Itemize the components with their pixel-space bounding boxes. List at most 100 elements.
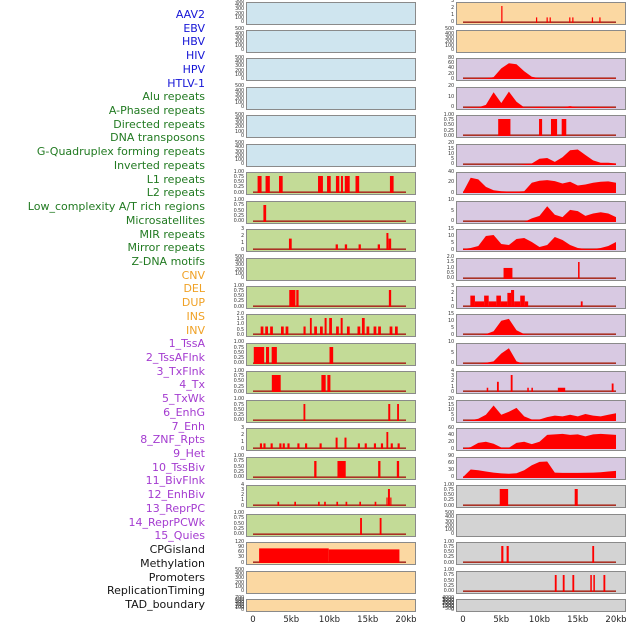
data-bar	[389, 176, 394, 194]
y-tick-label: 3	[451, 0, 454, 4]
data-bar	[388, 403, 391, 421]
y-tick-label: 10	[448, 317, 454, 324]
data-bar	[386, 432, 389, 450]
track-data-plot	[247, 59, 415, 80]
track-data-plot	[463, 290, 616, 307]
y-tick-label: 0	[451, 161, 454, 168]
y-tick-label: 2000	[442, 601, 454, 608]
x-tick-label: 20kb	[395, 615, 417, 625]
data-bar	[271, 375, 281, 393]
track-panel-INS	[456, 1, 626, 25]
data-bar	[340, 318, 343, 336]
data-bar	[378, 326, 381, 336]
y-tick-label: 0.0	[236, 331, 245, 338]
data-bar	[285, 326, 289, 336]
y-tick-label: 0.00	[233, 388, 245, 395]
y-tick-label: 400	[235, 600, 244, 607]
y-tick-label: 400	[235, 571, 244, 578]
data-bar	[590, 574, 592, 592]
x-tick-label: 20kb	[605, 615, 627, 625]
track-data-plot	[463, 375, 616, 393]
track-data-plot	[463, 319, 616, 336]
y-tick-label: 0.50	[443, 549, 455, 556]
track-label: 11_BivFlnk	[145, 474, 205, 488]
track-panel-DNA transposons	[246, 257, 416, 281]
baseline	[253, 419, 406, 421]
track-label: Methylation	[140, 556, 205, 570]
data-bar	[335, 244, 338, 251]
y-tick-label: 0.00	[443, 502, 455, 509]
y-tick-label: 40	[448, 168, 454, 175]
y-tick-label: 0.25	[443, 554, 455, 561]
y-tick-label: 0.25	[233, 525, 245, 532]
y-tick-label: 2	[451, 289, 454, 296]
y-tick-label: 15	[448, 401, 454, 408]
y-tick-label: 200	[445, 39, 454, 46]
track-panel-L2 repeats	[246, 371, 416, 395]
y-tick-label: 0.75	[233, 287, 245, 294]
y-tick-label: 0.25	[443, 497, 455, 504]
track-label: Inverted repeats	[113, 158, 205, 172]
track-panel-14_ReprPCWk	[456, 428, 626, 452]
y-tick-label: 0.00	[233, 189, 245, 196]
data-bar	[361, 318, 365, 336]
data-bar	[309, 318, 312, 336]
y-tick-label: 0.5	[446, 269, 455, 276]
track-data-plot	[247, 88, 415, 109]
track-panel-Directed repeats	[246, 229, 416, 253]
y-tick-label: 1.00	[233, 282, 245, 289]
y-tick-label: 15	[448, 310, 454, 317]
data-bar	[599, 16, 601, 23]
data-bar	[303, 326, 306, 336]
track-panel-12_EnhBiv	[456, 371, 626, 395]
y-tick-label: 10	[448, 232, 454, 239]
baseline	[463, 276, 616, 279]
data-bar	[277, 501, 280, 507]
y-tick-label: 3	[241, 424, 244, 431]
data-bar	[357, 326, 361, 336]
data-bar	[389, 326, 393, 336]
data-bar	[535, 16, 538, 23]
y-tick-label: 500	[445, 510, 454, 517]
y-tick-label: 0.50	[233, 406, 245, 413]
data-bar	[386, 497, 388, 507]
data-bar	[344, 176, 350, 194]
y-tick-label: 60	[448, 60, 454, 67]
track-data-plot	[463, 235, 616, 251]
data-bar	[562, 574, 565, 592]
y-tick-label: 5	[451, 207, 454, 214]
track-label: Promoters	[148, 570, 205, 584]
y-tick-label: 5	[451, 156, 454, 162]
track-label: MIR repeats	[139, 227, 205, 241]
y-tick-label: 0.50	[443, 122, 455, 129]
data-bar	[386, 233, 389, 251]
y-tick-label: 0.50	[233, 349, 245, 356]
data-bar	[498, 119, 511, 137]
track-label: CPGisland	[149, 543, 205, 557]
y-tick-label: 500	[235, 567, 244, 573]
y-tick-label: 400	[235, 258, 244, 265]
y-tick-label: 0.75	[443, 572, 455, 579]
data-bar	[561, 119, 567, 137]
y-tick-label: 0	[451, 303, 454, 310]
y-tick-label: 1.0	[236, 321, 245, 328]
track-panel-Methylation	[456, 513, 626, 537]
y-tick-label: 0.75	[233, 344, 245, 351]
baseline	[253, 305, 406, 307]
data-bar	[499, 489, 509, 507]
data-bar	[344, 437, 347, 450]
y-tick-label: 1.00	[443, 567, 455, 573]
track-data-plot	[253, 548, 406, 564]
data-bar	[574, 489, 578, 507]
data-bar	[337, 460, 346, 478]
data-bar	[279, 443, 282, 450]
y-tick-label: 100	[235, 270, 244, 277]
y-tick-label: 1.00	[233, 197, 245, 204]
data-bar	[305, 443, 308, 450]
data-bar	[360, 517, 362, 535]
track-panel-L1 repeats	[246, 342, 416, 366]
x-tick-label: 5kb	[493, 615, 510, 625]
data-bar	[549, 16, 551, 23]
track-label: 9_Het	[173, 447, 205, 461]
data-bar	[357, 443, 360, 450]
